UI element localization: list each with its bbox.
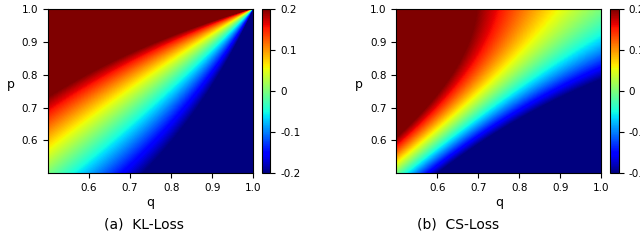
- X-axis label: q: q: [147, 196, 155, 209]
- Y-axis label: p: p: [355, 78, 363, 91]
- Text: (a)  KL-Loss: (a) KL-Loss: [104, 218, 184, 231]
- X-axis label: q: q: [495, 196, 503, 209]
- Y-axis label: p: p: [7, 78, 15, 91]
- Text: (b)  CS-Loss: (b) CS-Loss: [417, 218, 499, 231]
